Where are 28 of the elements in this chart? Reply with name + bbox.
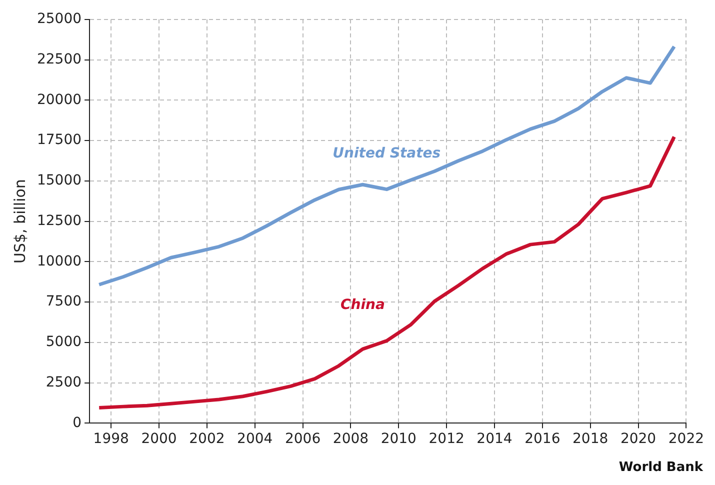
x-tick-label: 2022 — [668, 431, 704, 448]
x-tick-label: 2004 — [237, 431, 273, 448]
series-label: China — [340, 297, 385, 314]
text: World Bank — [618, 460, 704, 475]
y-tick-label: 10000 — [36, 253, 82, 270]
x-tick-label: 2010 — [380, 431, 416, 448]
y-axis-title: US$, billion — [10, 179, 29, 264]
y-tick-label: 0 — [72, 414, 82, 431]
x-tick-label: 2008 — [332, 431, 369, 448]
y-tick-label: 15000 — [36, 172, 82, 189]
y-tick-label: 22500 — [36, 51, 82, 68]
x-tick-label: 2020 — [620, 431, 656, 448]
y-tick-label: 17500 — [36, 132, 82, 148]
x-tick-label: 2016 — [524, 431, 560, 448]
series-label: United States — [332, 145, 441, 162]
y-tick-label: 2500 — [46, 374, 82, 390]
x-tick-label: 2000 — [141, 431, 177, 448]
x-tick-label: 2018 — [572, 431, 608, 448]
x-tick-label: 2006 — [284, 431, 321, 448]
y-tick-label: 12500 — [36, 212, 82, 229]
y-tick-label: 20000 — [36, 92, 82, 108]
y-tick-label: 25000 — [36, 11, 82, 28]
y-tick-label: 5000 — [46, 334, 82, 350]
y-tick-label: 7500 — [46, 294, 82, 310]
x-tick-label: 2012 — [428, 431, 464, 448]
x-tick-label: 2002 — [189, 431, 225, 448]
x-tick-label: 1998 — [93, 431, 129, 448]
x-tick-label: 2014 — [476, 431, 512, 448]
